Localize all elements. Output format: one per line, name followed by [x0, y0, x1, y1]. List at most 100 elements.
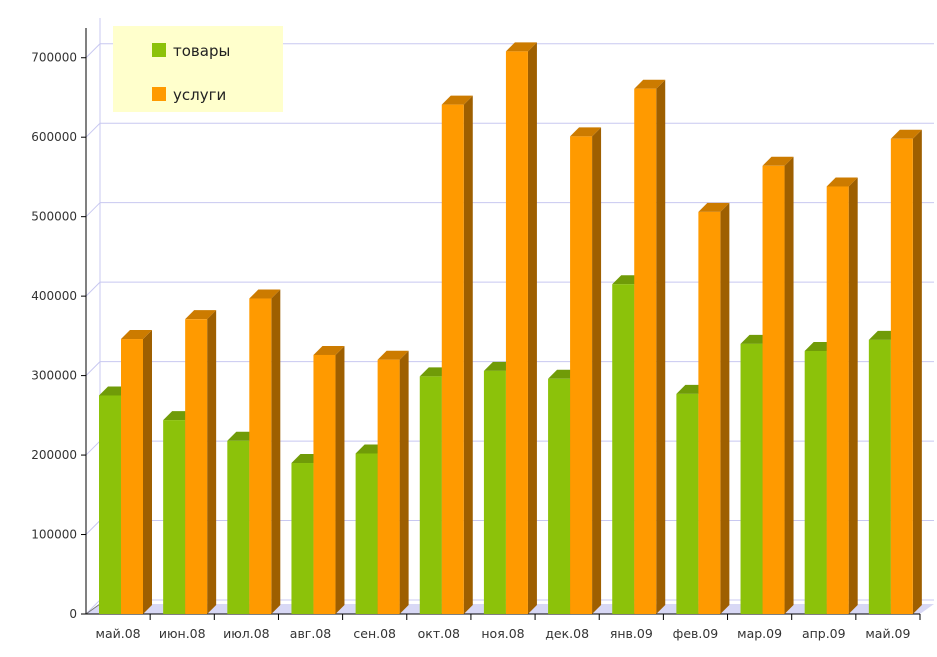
x-tick-label: окт.08: [418, 626, 460, 641]
bar-top: [570, 127, 602, 137]
bar-side: [527, 42, 537, 615]
bar-услуги-окт.08: [441, 95, 473, 615]
bar-front: [505, 51, 528, 615]
bar-услуги-июн.08: [185, 310, 217, 614]
bar-front: [163, 420, 186, 614]
gridline-slant: [85, 281, 101, 297]
bar-front: [355, 453, 378, 614]
legend-label-товары: товары: [173, 42, 230, 60]
bar-front: [548, 378, 571, 614]
bar-side: [592, 127, 602, 614]
bar-услуги-янв.09: [634, 79, 666, 614]
bar-front: [377, 359, 400, 614]
bar-front: [185, 319, 208, 614]
gridline-slant: [85, 599, 101, 615]
bar-side: [784, 156, 794, 615]
bar-услуги-июл.08: [249, 289, 281, 614]
x-tick-label: июл.08: [223, 626, 270, 641]
y-tick-label: 700000: [31, 51, 77, 65]
bar-front: [612, 284, 635, 614]
legend-background: [113, 26, 283, 112]
bar-top: [249, 289, 281, 299]
x-tick-label: сен.08: [353, 626, 396, 641]
bar-top: [505, 42, 537, 52]
bar-top: [698, 202, 730, 212]
bar-front: [570, 136, 593, 614]
legend: товары услуги: [113, 26, 283, 112]
bar-услуги-авг.08: [313, 345, 345, 614]
bar-услуги-мар.09: [762, 156, 794, 615]
bar-side: [271, 289, 281, 614]
bar-front: [634, 88, 657, 614]
y-tick-label: 600000: [31, 130, 77, 144]
gridline-slant: [85, 122, 101, 138]
y-tick-label: 300000: [31, 369, 77, 383]
bar-side: [848, 177, 858, 614]
bar-услуги-май.09: [890, 129, 922, 614]
bar-front: [313, 354, 336, 614]
bar-услуги-фев.09: [698, 202, 730, 614]
bar-front: [740, 343, 763, 614]
bar-side: [463, 95, 473, 615]
bar-side: [335, 345, 345, 614]
bar-front: [826, 186, 849, 614]
bar-side: [912, 129, 922, 614]
x-tick-label: авг.08: [290, 626, 332, 641]
x-tick-label: янв.09: [610, 626, 653, 641]
legend-swatch-товары: [152, 43, 166, 57]
y-tick-label: 200000: [31, 448, 77, 462]
bar-top: [826, 177, 858, 187]
bar-услуги-сен.08: [377, 350, 409, 614]
y-tick-label: 100000: [31, 528, 77, 542]
bar-услуги-ноя.08: [505, 42, 537, 615]
y-tick-label: 400000: [31, 289, 77, 303]
y-tick-label: 500000: [31, 210, 77, 224]
bar-услуги-апр.09: [826, 177, 858, 614]
bar-услуги-май.08: [121, 330, 152, 614]
x-tick-label: ноя.08: [481, 626, 524, 641]
x-tick-labels: май.08 июн.08 июл.08 авг.08 сен.08 окт.08 ноя.…: [96, 626, 911, 641]
bar-front: [121, 339, 143, 614]
bar-front: [698, 211, 721, 614]
x-tick-label: май.08: [96, 626, 141, 641]
legend-swatch-услуги: [152, 87, 166, 101]
bar-top: [313, 345, 345, 355]
bar-front: [441, 104, 464, 615]
bar-front: [227, 440, 250, 614]
x-tick-label: дек.08: [545, 626, 589, 641]
bar-top: [377, 350, 409, 360]
bar-front: [804, 350, 827, 614]
bar-front: [99, 395, 121, 614]
gridline-slant: [85, 202, 101, 218]
bar-front: [868, 339, 891, 614]
x-tick-label: июн.08: [159, 626, 206, 641]
legend-label-услуги: услуги: [173, 86, 226, 104]
bar-front: [890, 138, 913, 614]
x-tick-label: мар.09: [737, 626, 782, 641]
bar-top: [890, 129, 922, 139]
gridline-slant: [85, 520, 101, 535]
gridline-slant: [85, 43, 101, 59]
bar-top: [121, 330, 152, 340]
bar-front: [676, 393, 699, 614]
bar-side: [143, 330, 152, 614]
bar-front: [762, 165, 785, 615]
bar-top: [185, 310, 217, 320]
bar-top: [634, 79, 666, 89]
y-tick-label: 0: [69, 607, 77, 621]
gridline-slant: [85, 361, 101, 376]
bar-top: [762, 156, 794, 166]
x-tick-label: фев.09: [673, 626, 719, 641]
bar-side: [720, 202, 730, 614]
bar-услуги-дек.08: [570, 127, 602, 614]
bar-side: [399, 350, 409, 614]
bar-side: [656, 79, 666, 614]
bar-front: [419, 376, 442, 614]
bar-side: [207, 310, 217, 614]
bar-front: [249, 298, 272, 614]
bars: [99, 42, 922, 615]
x-tick-label: апр.09: [802, 626, 846, 641]
gridline-slant: [85, 440, 101, 456]
